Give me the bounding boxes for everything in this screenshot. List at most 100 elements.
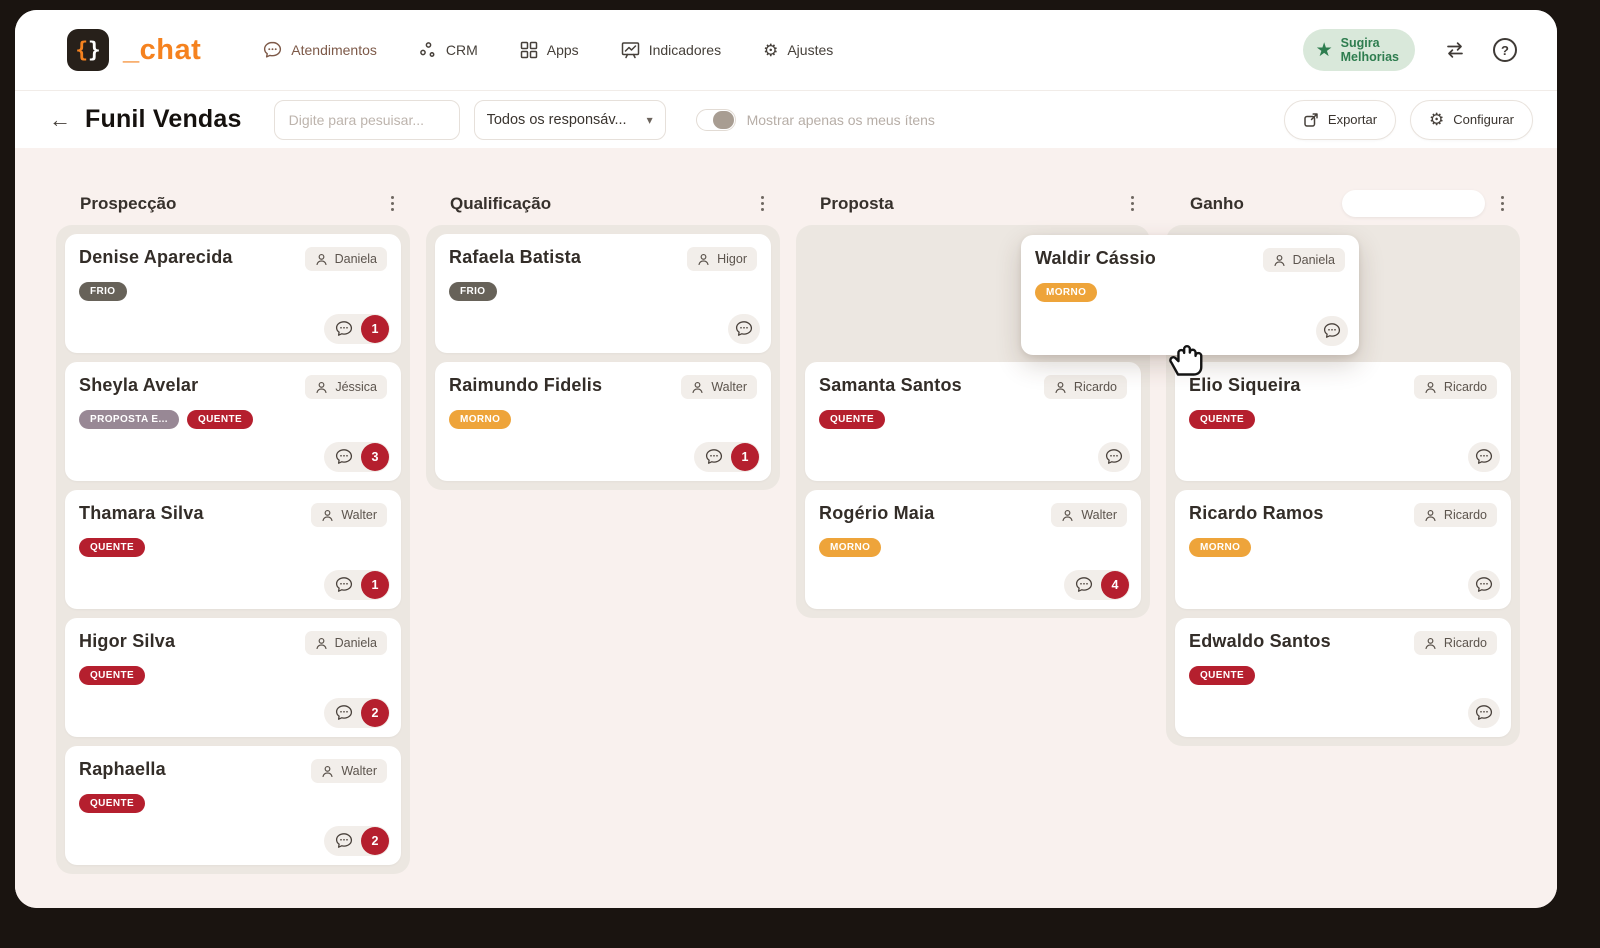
- nav-label: CRM: [445, 42, 478, 58]
- search-input[interactable]: [273, 99, 460, 140]
- kanban-card[interactable]: Rafaela Batista Higor FRIO: [435, 234, 771, 353]
- funnel-toolbar: ← Funil Vendas Todos os responsáv... ▾ M…: [15, 91, 1557, 148]
- chat-indicator[interactable]: [1468, 570, 1500, 600]
- chat-bubble-icon: [705, 449, 723, 464]
- chat-indicator[interactable]: [1468, 698, 1500, 728]
- person-icon: [322, 765, 333, 777]
- nav-item-apps[interactable]: Apps: [520, 41, 579, 59]
- card-name: Denise Aparecida: [79, 247, 233, 267]
- column-header: Proposta: [796, 182, 1150, 225]
- tag-badge: QUENTE: [1189, 666, 1256, 685]
- tag-row: QUENTE: [79, 794, 387, 813]
- tag-badge: MORNO: [449, 410, 512, 429]
- nav-item-indicadores[interactable]: Indicadores: [621, 41, 721, 59]
- kanban-card[interactable]: Edwaldo Santos Ricardo QUENTE: [1175, 618, 1511, 737]
- column-menu-icon[interactable]: [1495, 190, 1510, 217]
- chat-indicator[interactable]: [1468, 442, 1500, 472]
- nav-item-crm[interactable]: CRM: [419, 41, 478, 59]
- nav-item-ajustes[interactable]: ⚙ Ajustes: [763, 42, 833, 59]
- card-top-row: Elio Siqueira Ricardo: [1189, 375, 1497, 399]
- kanban-card[interactable]: Elio Siqueira Ricardo QUENTE: [1175, 362, 1511, 481]
- kanban-card[interactable]: Rogério Maia Walter MORNO 4: [805, 490, 1141, 609]
- chat-indicator[interactable]: 1: [694, 442, 760, 472]
- column-card-list: Samanta Santos Ricardo QUENTE Rogério Maia W…: [796, 225, 1150, 618]
- kanban-card[interactable]: Denise Aparecida Daniela FRIO 1: [65, 234, 401, 353]
- assignee-name: Walter: [341, 764, 377, 778]
- kanban-card[interactable]: Raphaella Walter QUENTE 2: [65, 746, 401, 865]
- chat-bubble-icon: [1475, 705, 1493, 720]
- assignee-chip: Ricardo: [1043, 375, 1127, 399]
- toggle-label: Mostrar apenas os meus ítens: [746, 111, 935, 128]
- app-logo[interactable]: {}: [67, 29, 109, 71]
- person-icon: [698, 253, 709, 265]
- kanban-board: Prospecção Denise Aparecida Daniela FRIO 1 Sh…: [15, 148, 1557, 874]
- tag-row: MORNO: [1189, 538, 1497, 557]
- drop-placeholder: [805, 234, 1141, 353]
- kanban-card[interactable]: Sheyla Avelar Jéssica PROPOSTA E... QUENTE 3: [65, 362, 401, 481]
- chat-indicator[interactable]: [1098, 442, 1130, 472]
- nav-item-atendimentos[interactable]: Atendimentos: [263, 41, 377, 59]
- card-name: Samanta Santos: [819, 375, 962, 395]
- kanban-column: Prospecção Denise Aparecida Daniela FRIO 1 Sh…: [56, 182, 410, 874]
- chat-bubble-icon: [735, 321, 753, 336]
- assignee-chip: Walter: [311, 503, 387, 527]
- back-button[interactable]: ←: [49, 106, 71, 132]
- kanban-card[interactable]: Thamara Silva Walter QUENTE 1: [65, 490, 401, 609]
- kanban-card[interactable]: Ricardo Ramos Ricardo MORNO: [1175, 490, 1511, 609]
- kanban-column: Proposta Samanta Santos Ricardo QUENTE Rogér…: [796, 182, 1150, 618]
- chat-bubble-icon: [1105, 449, 1123, 464]
- card-top-row: Raimundo Fidelis Walter: [449, 375, 757, 399]
- chat-indicator[interactable]: [728, 314, 760, 344]
- tag-row: PROPOSTA E... QUENTE: [79, 410, 387, 429]
- suggest-improvements-button[interactable]: ★ Sugira Melhorias: [1302, 28, 1415, 72]
- assignee-name: Ricardo: [1443, 508, 1487, 522]
- export-button[interactable]: Exportar: [1283, 99, 1397, 140]
- star-icon: ★: [1315, 39, 1333, 61]
- tag-badge: MORNO: [819, 538, 882, 557]
- card-name: Rogério Maia: [819, 503, 935, 523]
- export-icon: [1304, 112, 1318, 127]
- chat-indicator[interactable]: 2: [324, 826, 390, 856]
- card-name: Thamara Silva: [79, 503, 204, 523]
- kanban-card[interactable]: Raimundo Fidelis Walter MORNO 1: [435, 362, 771, 481]
- configure-button[interactable]: ⚙ Configurar: [1410, 99, 1533, 140]
- tag-badge: QUENTE: [1189, 410, 1256, 429]
- assignee-name: Daniela: [334, 252, 377, 266]
- my-items-toggle[interactable]: [695, 108, 736, 131]
- chat-indicator[interactable]: 2: [324, 698, 390, 728]
- chat-indicator[interactable]: 1: [324, 314, 390, 344]
- assignee-name: Jéssica: [335, 380, 377, 394]
- kanban-column: Ganho Elio Siqueira Ricardo QUENTE Ricardo R…: [1166, 182, 1520, 746]
- kanban-card[interactable]: Higor Silva Daniela QUENTE 2: [65, 618, 401, 737]
- card-top-row: Denise Aparecida Daniela: [79, 247, 387, 271]
- gear-icon: ⚙: [1429, 110, 1445, 129]
- chevron-down-icon: ▾: [646, 112, 653, 127]
- drop-placeholder: [1175, 234, 1511, 353]
- chat-indicator[interactable]: 3: [324, 442, 390, 472]
- nav-label: Atendimentos: [291, 42, 377, 58]
- page-title: Funil Vendas: [85, 105, 242, 133]
- card-top-row: Higor Silva Daniela: [79, 631, 387, 655]
- column-menu-icon[interactable]: [755, 190, 770, 217]
- column-card-list: Rafaela Batista Higor FRIO Raimundo Fidelis…: [426, 225, 780, 490]
- column-title: Prospecção: [80, 193, 177, 213]
- swap-arrows-icon[interactable]: [1443, 40, 1467, 60]
- nav-label: Ajustes: [787, 42, 834, 58]
- main-nav: Atendimentos CRM Apps Indicadores: [263, 41, 833, 59]
- unread-count-badge: 2: [361, 699, 389, 727]
- assignee-name: Walter: [711, 380, 747, 394]
- card-top-row: Rafaela Batista Higor: [449, 247, 757, 271]
- responsible-filter-select[interactable]: Todos os responsáv... ▾: [473, 99, 666, 140]
- kanban-card[interactable]: Samanta Santos Ricardo QUENTE: [805, 362, 1141, 481]
- column-menu-icon[interactable]: [385, 190, 400, 217]
- chat-bubble-icon: [335, 321, 353, 336]
- tag-row: QUENTE: [1189, 666, 1497, 685]
- card-top-row: Thamara Silva Walter: [79, 503, 387, 527]
- tag-badge: QUENTE: [79, 794, 146, 813]
- help-icon[interactable]: ?: [1493, 38, 1517, 62]
- chat-indicator[interactable]: 4: [1064, 570, 1130, 600]
- chat-indicator[interactable]: 1: [324, 570, 390, 600]
- chat-bubble-icon: [335, 577, 353, 592]
- tag-badge: QUENTE: [187, 410, 254, 429]
- column-menu-icon[interactable]: [1125, 190, 1140, 217]
